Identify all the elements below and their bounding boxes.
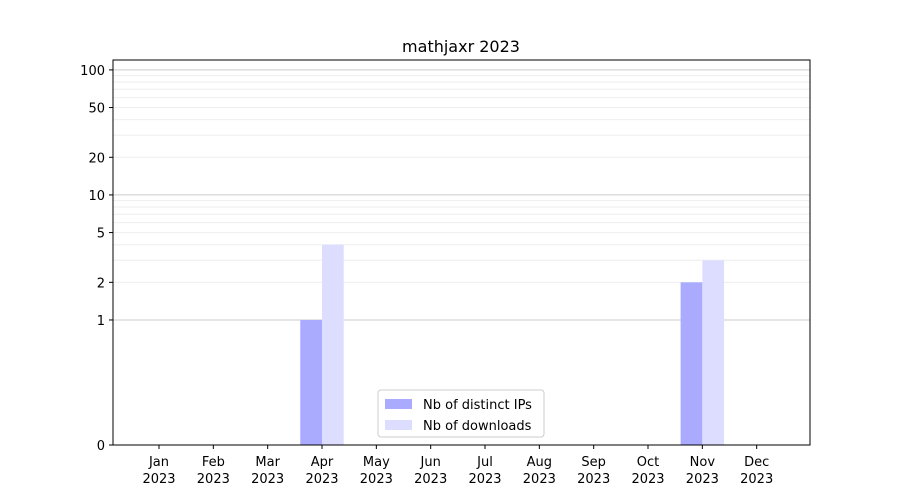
y-tick-label: 50 <box>88 102 105 117</box>
x-tick-label: May 2023 <box>360 455 393 487</box>
y-tick-label: 5 <box>97 227 105 242</box>
y-axis: 0 1 2 5 10 20 50 100 <box>80 64 113 454</box>
chart-title: mathjaxr 2023 <box>402 37 520 56</box>
bars <box>300 244 725 445</box>
legend: Nb of distinct IPs Nb of downloads <box>377 389 545 438</box>
y-tick-label: 2 <box>97 276 105 291</box>
y-tick-label: 1 <box>97 314 105 329</box>
bar <box>322 244 344 445</box>
legend-swatch <box>385 399 412 409</box>
x-tick-label: Jun 2023 <box>414 455 447 487</box>
y-tick-label: 0 <box>97 439 105 454</box>
legend-label: Nb of distinct IPs <box>423 398 532 413</box>
bar <box>680 282 703 445</box>
x-tick-label: Apr 2023 <box>305 455 338 487</box>
x-tick-label: Nov 2023 <box>686 455 719 487</box>
bar <box>702 260 725 445</box>
y-tick-label: 100 <box>80 64 105 79</box>
x-tick-label: Sep 2023 <box>577 455 610 487</box>
x-tick-label: Oct 2023 <box>631 455 664 487</box>
x-tick-label: Mar 2023 <box>251 455 284 487</box>
bar <box>300 319 323 445</box>
legend-box <box>377 389 545 438</box>
y-tick-label: 20 <box>88 151 105 166</box>
x-tick-label: Jul 2023 <box>468 455 501 487</box>
x-tick-label: Feb 2023 <box>197 455 230 487</box>
y-tick-label: 10 <box>88 189 105 204</box>
x-axis: Jan 2023 Feb 2023 Mar 2023 Apr 2023 May 2023 Jun 20… <box>142 445 773 487</box>
x-tick-label: Aug 2023 <box>523 455 556 487</box>
x-tick-label: Jan 2023 <box>142 455 175 487</box>
legend-label: Nb of downloads <box>423 419 532 434</box>
legend-swatch <box>385 420 412 430</box>
x-tick-label: Dec 2023 <box>740 455 773 487</box>
plot-frame <box>112 59 811 446</box>
